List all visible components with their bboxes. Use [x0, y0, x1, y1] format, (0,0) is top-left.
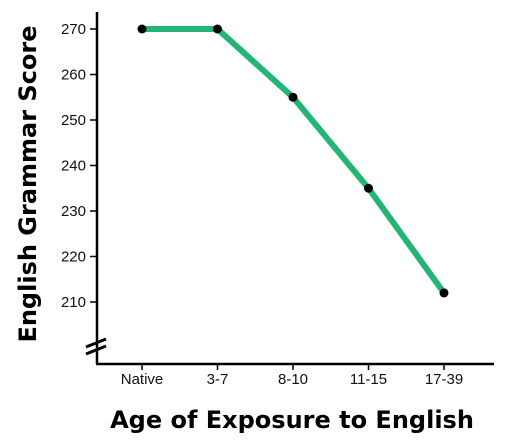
x-axis-title: Age of Exposure to English	[110, 406, 474, 434]
y-tick-label: 210	[61, 294, 86, 311]
y-tick-label: 230	[61, 203, 86, 220]
y-ticks: 210 220 230 240 250 260 270	[61, 21, 97, 311]
data-point	[213, 24, 222, 34]
y-tick-label: 220	[61, 249, 86, 266]
y-tick-label: 260	[61, 67, 86, 84]
data-point	[288, 92, 298, 102]
y-axis-break	[85, 337, 107, 356]
series	[137, 24, 449, 298]
series-line	[139, 26, 447, 296]
y-tick-label: 240	[61, 158, 86, 175]
y-tick-label: 250	[61, 112, 86, 129]
data-point	[137, 24, 147, 34]
x-tick-label: 8-10	[278, 371, 308, 388]
x-tick-labels: Native 3-7 8-10 11-15 17-39	[121, 364, 463, 388]
x-tick-label: 11-15	[350, 371, 387, 388]
y-tick-label: 270	[61, 21, 86, 38]
axes	[85, 12, 494, 366]
x-tick-label: 3-7	[207, 371, 229, 388]
x-tick-label: 17-39	[425, 371, 463, 388]
y-axis-title: English Grammar Score	[14, 25, 42, 342]
x-tick-label: Native	[121, 371, 164, 388]
data-point	[439, 288, 449, 298]
data-point	[364, 183, 373, 193]
